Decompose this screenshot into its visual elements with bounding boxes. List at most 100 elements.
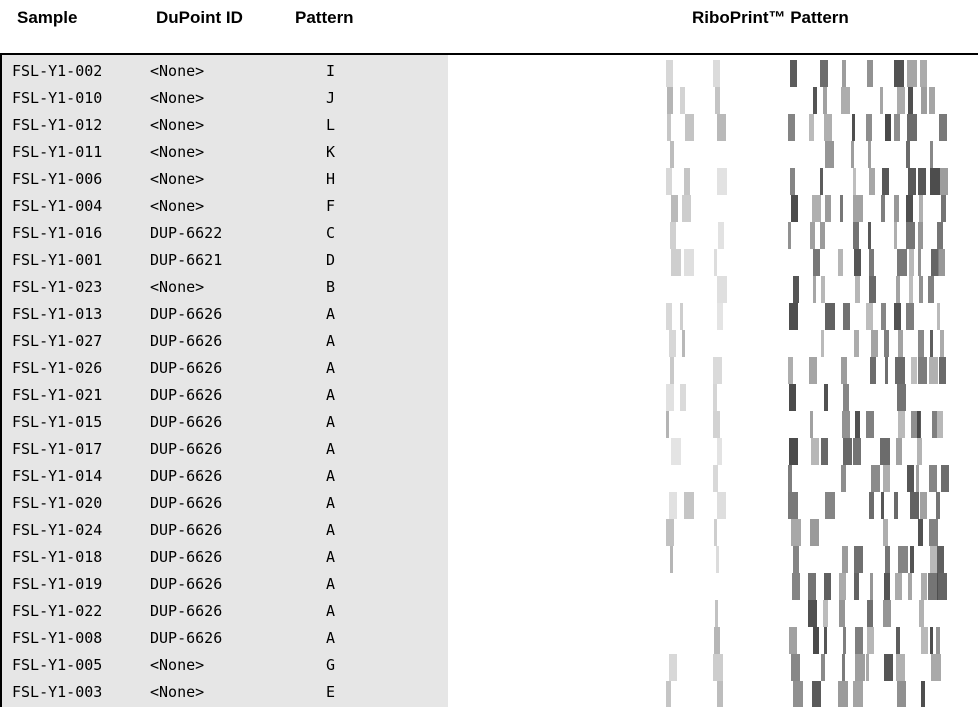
band bbox=[921, 87, 927, 114]
band bbox=[867, 627, 874, 654]
band bbox=[866, 654, 869, 681]
header-id: DuPoint ID bbox=[156, 8, 243, 28]
pattern-cell: A bbox=[326, 436, 335, 463]
band bbox=[680, 384, 686, 411]
pattern-cell: D bbox=[326, 247, 335, 274]
band bbox=[824, 384, 828, 411]
pattern-cell: A bbox=[326, 382, 335, 409]
pattern-cell: A bbox=[326, 409, 335, 436]
band bbox=[918, 519, 923, 546]
band bbox=[666, 60, 673, 87]
band bbox=[866, 114, 872, 141]
band bbox=[896, 654, 905, 681]
band bbox=[908, 573, 912, 600]
band bbox=[713, 60, 720, 87]
band bbox=[812, 195, 821, 222]
band bbox=[843, 438, 852, 465]
id-cell: DUP-6626 bbox=[150, 382, 222, 409]
band bbox=[713, 384, 717, 411]
band bbox=[894, 195, 899, 222]
band bbox=[716, 546, 719, 573]
band bbox=[908, 168, 916, 195]
id-cell: <None> bbox=[150, 139, 204, 166]
band bbox=[671, 249, 681, 276]
id-cell: DUP-6626 bbox=[150, 490, 222, 517]
band bbox=[851, 141, 854, 168]
band bbox=[840, 195, 843, 222]
sample-cell: FSL-Y1-024 bbox=[12, 517, 102, 544]
band bbox=[918, 222, 923, 249]
band bbox=[813, 276, 816, 303]
sample-cell: FSL-Y1-008 bbox=[12, 625, 102, 652]
sample-cell: FSL-Y1-010 bbox=[12, 85, 102, 112]
sample-cell: FSL-Y1-002 bbox=[12, 58, 102, 85]
id-cell: <None> bbox=[150, 58, 204, 85]
band bbox=[939, 114, 947, 141]
band bbox=[871, 465, 880, 492]
band bbox=[907, 465, 914, 492]
band bbox=[867, 600, 873, 627]
band bbox=[717, 276, 727, 303]
id-cell: DUP-6626 bbox=[150, 571, 222, 598]
band bbox=[938, 249, 945, 276]
band bbox=[884, 573, 890, 600]
pattern-cell: A bbox=[326, 544, 335, 571]
band bbox=[918, 357, 927, 384]
band bbox=[714, 627, 720, 654]
id-cell: <None> bbox=[150, 652, 204, 679]
band bbox=[821, 654, 825, 681]
band bbox=[853, 222, 859, 249]
band bbox=[937, 546, 944, 573]
band bbox=[911, 357, 917, 384]
band bbox=[896, 438, 902, 465]
band bbox=[715, 600, 718, 627]
band bbox=[789, 438, 798, 465]
band bbox=[896, 627, 900, 654]
sample-cell: FSL-Y1-004 bbox=[12, 193, 102, 220]
band bbox=[867, 60, 873, 87]
sample-cell: FSL-Y1-017 bbox=[12, 436, 102, 463]
band bbox=[885, 114, 891, 141]
sample-cell: FSL-Y1-020 bbox=[12, 490, 102, 517]
band bbox=[713, 465, 718, 492]
header-pattern: Pattern bbox=[295, 8, 354, 28]
band bbox=[932, 411, 937, 438]
sample-cell: FSL-Y1-018 bbox=[12, 544, 102, 571]
band bbox=[936, 492, 940, 519]
band bbox=[717, 114, 726, 141]
id-cell: DUP-6626 bbox=[150, 625, 222, 652]
band bbox=[839, 600, 845, 627]
band bbox=[788, 114, 795, 141]
band bbox=[937, 222, 943, 249]
band bbox=[843, 627, 846, 654]
sample-cell: FSL-Y1-026 bbox=[12, 355, 102, 382]
band bbox=[881, 195, 885, 222]
band bbox=[868, 222, 871, 249]
pattern-cell: L bbox=[326, 112, 335, 139]
band bbox=[918, 168, 926, 195]
band bbox=[791, 519, 801, 546]
id-cell: DUP-6626 bbox=[150, 301, 222, 328]
band bbox=[917, 411, 921, 438]
band bbox=[884, 330, 889, 357]
band bbox=[667, 87, 673, 114]
band bbox=[824, 114, 832, 141]
band bbox=[718, 222, 724, 249]
band bbox=[906, 303, 914, 330]
band bbox=[666, 519, 674, 546]
band bbox=[921, 573, 927, 600]
id-cell: DUP-6626 bbox=[150, 436, 222, 463]
band bbox=[930, 627, 933, 654]
band bbox=[936, 627, 940, 654]
band bbox=[910, 546, 914, 573]
band bbox=[666, 384, 674, 411]
sample-cell: FSL-Y1-013 bbox=[12, 301, 102, 328]
band bbox=[919, 195, 923, 222]
band bbox=[931, 249, 939, 276]
band bbox=[880, 438, 890, 465]
band bbox=[825, 195, 831, 222]
band bbox=[906, 195, 913, 222]
band bbox=[793, 681, 803, 707]
band bbox=[682, 330, 685, 357]
band bbox=[788, 492, 798, 519]
